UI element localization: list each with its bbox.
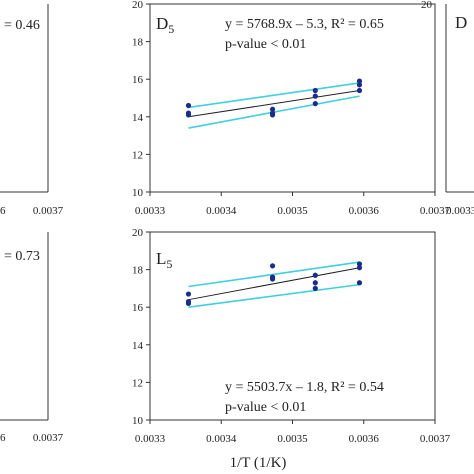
panel-d5: D5 y = 5768.9x – 5.3, R² = 0.65 p-value … [132,0,451,217]
panel-d5-xtick-label: 0.0036 [349,205,380,217]
panel-d5-yaxis: 10 12 14 16 18 20 [132,0,150,199]
panel-d5-point [312,87,318,94]
panel-l5-xtick-label: 0.0036 [349,433,380,445]
panel-l5-point [312,285,318,291]
panel-l5-point [269,276,276,282]
panel-d5-equation: y = 5768.9x – 5.3, R² = 0.65 [225,17,384,32]
panel-d5-ci-upper [188,82,360,109]
panel-d5-xtick-label: 0.0034 [206,205,237,217]
panel-l5-ytick-label: 18 [132,265,144,277]
panel-d5-point [185,102,192,109]
panel-l5-pvalue: p-value < 0.01 [225,400,306,415]
panel-left-bottom-annotation: = 0.73 [4,249,40,264]
panel-l5-xtick-label: 0.0037 [420,433,451,445]
panel-left-top: = 0.46 0.0037 6 [0,4,64,217]
panel-l5-yaxis: 10 12 14 16 18 20 [132,227,150,427]
panel-left-bottom-xtick-cut: 6 [0,432,6,444]
panel-d5-ytick-label: 16 [132,74,144,86]
panel-l5-point [185,300,192,307]
panel-d5-point [185,112,192,118]
panel-left-top-annotation: = 0.46 [4,18,40,33]
panel-right-top-ytick: 20 [421,0,433,11]
panel-d5-point [269,106,276,112]
panel-l5-point [356,280,363,286]
panel-d5-xtick-label: 0.0037 [420,205,451,217]
panel-l5-ytick-label: 10 [132,415,144,427]
panel-l5-point [312,272,318,278]
panel-l5-point [312,280,318,286]
panel-l5-ci-upper [188,261,360,288]
panel-d5-ytick-label: 14 [132,112,144,124]
panel-l5-fit-line [188,267,360,301]
panel-d5-xtick-label: 0.0035 [277,205,308,217]
panel-right-top: 20 D 0.0033 [421,0,474,217]
panel-d5-xtick-label: 0.0033 [135,205,166,217]
panel-l5-point [185,291,192,297]
panel-l5-equation: y = 5503.7x – 1.8, R² = 0.54 [225,380,384,395]
panel-d5-marks [185,78,363,129]
panel-l5-point [269,263,276,269]
panel-d5-ytick-label: 18 [132,37,144,49]
panel-d5-fit-line [188,89,360,118]
panel-d5-point [312,101,318,107]
panel-l5-ytick-label: 12 [132,377,143,389]
panel-right-top-label: D [455,13,467,32]
panel-right-top-xtick: 0.0033 [446,205,474,217]
panel-d5-pvalue: p-value < 0.01 [225,37,306,52]
panel-d5-label: D5 [156,14,174,36]
x-axis-title: 1/T (1/K) [230,455,287,471]
panel-l5-xtick-label: 0.0033 [135,433,166,445]
panel-d5-point [356,87,363,94]
panel-l5-ytick-label: 14 [132,340,144,352]
panel-d5-point [312,93,318,99]
panel-l5-ytick-label: 16 [132,302,144,314]
panel-d5-frame [149,3,436,193]
panel-l5: L5 y = 5503.7x – 1.8, R² = 0.54 p-value … [132,227,451,445]
panel-l5-xtick-label: 0.0034 [206,433,237,445]
panel-left-top-xtick: 0.0037 [33,205,64,217]
panel-d5-point [269,112,276,118]
panel-l5-ci-lower [188,283,360,308]
panel-left-bottom: = 0.73 0.0037 6 [0,232,64,444]
panel-l5-xaxis: 0.0033 0.0034 0.0035 0.0036 0.0037 [135,420,451,445]
panel-l5-xtick-label: 0.0035 [277,433,308,445]
panel-d5-ytick-label: 10 [132,187,144,199]
panel-d5-ytick-label: 12 [132,149,143,161]
panel-d5-ytick-label: 20 [132,0,144,11]
panel-l5-ytick-label: 20 [132,227,144,239]
panel-left-bottom-xtick: 0.0037 [33,432,64,444]
panel-left-top-xtick-cut: 6 [0,205,6,217]
panel-d5-point [356,78,363,84]
panel-l5-marks [185,261,363,308]
panel-d5-xaxis: 0.0033 0.0034 0.0035 0.0036 0.0037 [135,192,451,217]
panel-l5-point [356,265,363,271]
panel-d5-point [356,82,363,88]
panel-l5-point [356,261,363,267]
panel-l5-label: L5 [156,249,172,271]
